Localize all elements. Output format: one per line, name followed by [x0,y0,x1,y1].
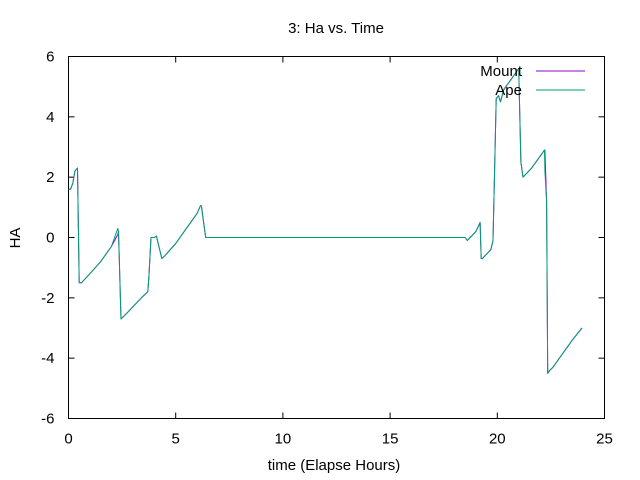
y-tick-label: -6 [41,411,54,428]
y-tick-label: -2 [41,290,54,307]
x-axis-label: time (Elapse Hours) [268,457,401,474]
y-tick-label: 0 [46,230,54,247]
x-tick-label: 20 [489,431,506,448]
x-tick-label: 25 [596,431,613,448]
x-tick-label: 15 [382,431,399,448]
y-tick-label: 6 [46,49,54,66]
x-tick-label: 5 [172,431,180,448]
axis-ticks: 0 5 10 15 20 25 -6 -4 -2 0 2 4 6 [41,49,613,448]
x-tick-label: 10 [275,431,292,448]
legend-label-mount: Mount [480,63,523,80]
series-line-ape [68,68,583,374]
y-axis-label: HA [7,228,24,249]
x-tick-label: 0 [64,431,72,448]
y-tick-label: 4 [46,109,54,126]
legend-label-ape: Ape [495,82,522,99]
legend: Mount Ape [480,63,585,99]
y-tick-label: -4 [41,350,54,367]
chart-title: 3: Ha vs. Time [288,20,384,37]
data-series [68,68,583,374]
y-tick-label: 2 [46,169,54,186]
series-line-mount [68,68,583,374]
